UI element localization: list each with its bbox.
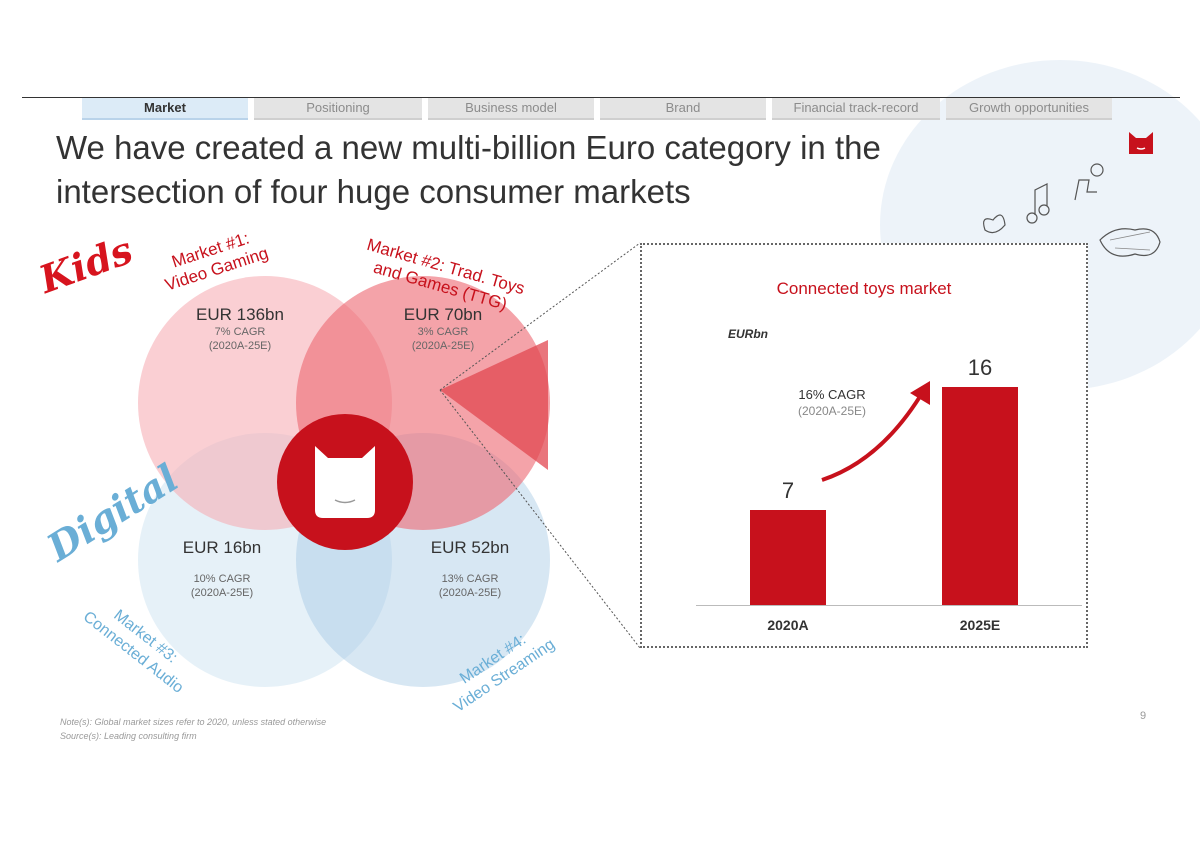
bar-value-label: 16 (967, 355, 993, 380)
x-tick-label: 2025E (959, 617, 1001, 633)
header-rule (22, 97, 1180, 98)
chart-title: Connected toys market (776, 279, 952, 298)
x-tick-label: 2020A (767, 617, 809, 633)
bar-2020A (750, 509, 826, 605)
zoom-line-bottom (439, 389, 641, 649)
tab-positioning[interactable]: Positioning (254, 98, 422, 120)
chart-unit: EURbn (728, 327, 768, 341)
footnote: Note(s): Global market sizes refer to 20… (60, 715, 326, 743)
market-1-stats: EUR 136bn 7% CAGR (2020A-25E) (170, 305, 310, 353)
chart-cagr-period: (2020A-25E) (797, 404, 867, 418)
bar-2025E (942, 387, 1018, 605)
chart-baseline (696, 605, 1082, 606)
market-1-value: EUR 136bn (196, 305, 284, 324)
market-3-stats: EUR 16bn 10% CAGR (2020A-25E) (152, 538, 292, 600)
tab-business-model[interactable]: Business model (428, 98, 594, 120)
zoom-wedge (440, 340, 548, 470)
market-2-period: (2020A-25E) (411, 340, 475, 352)
tab-market[interactable]: Market (82, 98, 248, 120)
market-3-period: (2020A-25E) (190, 587, 254, 599)
footnote-source: Source(s): Leading consulting firm (60, 731, 197, 741)
tab-financial-track-record[interactable]: Financial track-record (772, 98, 940, 120)
bar-value-label: 7 (781, 477, 795, 503)
tab-brand[interactable]: Brand (600, 98, 766, 120)
market-2-stats: EUR 70bn 3% CAGR (2020A-25E) (373, 305, 513, 353)
market-4-stats: EUR 52bn 13% CAGR (2020A-25E) (400, 538, 540, 600)
market-1-cagr: 7% CAGR (214, 326, 266, 338)
chart-cagr-value: 16% CAGR (798, 387, 866, 402)
market-4-cagr: 13% CAGR (441, 573, 499, 585)
page-title: We have created a new multi-billion Euro… (56, 129, 881, 210)
footnote-note: Note(s): Global market sizes refer to 20… (60, 717, 327, 727)
zoom-line-top (439, 242, 641, 391)
market-3-cagr: 10% CAGR (193, 573, 251, 585)
market-2-value: EUR 70bn (403, 305, 483, 324)
doodle-decoration-icon (983, 163, 1161, 257)
market-4-value: EUR 52bn (430, 538, 510, 557)
tab-growth-opportunities[interactable]: Growth opportunities (946, 98, 1112, 120)
market-4-period: (2020A-25E) (438, 587, 502, 599)
growth-arrow-icon (821, 381, 930, 482)
market-1-period: (2020A-25E) (208, 340, 272, 352)
chart-cagr-annotation: 16% CAGR (2020A-25E) (772, 387, 892, 418)
market-3-value: EUR 16bn (182, 538, 262, 557)
section-tabs: Market Positioning Business model Brand … (82, 98, 1112, 120)
connected-toys-chart: Connected toys market EURbn 16% CAGR (20… (640, 243, 1088, 648)
cat-logo-icon (315, 446, 375, 518)
page-number: 9 (1140, 710, 1147, 722)
brand-logo-icon (1129, 132, 1153, 154)
market-2-cagr: 3% CAGR (417, 326, 469, 338)
